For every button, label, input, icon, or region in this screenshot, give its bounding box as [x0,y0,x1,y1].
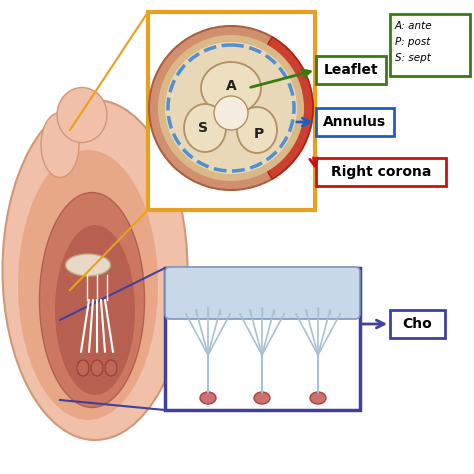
Circle shape [149,26,313,190]
Text: P: P [254,127,264,141]
Ellipse shape [200,392,216,404]
Ellipse shape [55,225,135,395]
Ellipse shape [65,254,110,276]
Text: Cho: Cho [402,317,432,331]
Circle shape [165,42,297,174]
Bar [148,12,315,210]
Ellipse shape [254,392,270,404]
Ellipse shape [184,104,226,152]
Text: Right corona: Right corona [331,165,431,179]
Ellipse shape [105,360,117,376]
Text: A: A [226,79,237,93]
Text: A: ante: A: ante [395,21,433,31]
Bar [316,108,394,136]
Text: Leaflet: Leaflet [324,63,378,77]
Circle shape [214,96,248,130]
Ellipse shape [91,360,103,376]
Text: Annulus: Annulus [323,115,387,129]
Ellipse shape [201,62,261,114]
Text: S: sept: S: sept [395,53,431,63]
Ellipse shape [77,360,89,376]
Bar [390,14,470,76]
Ellipse shape [310,392,326,404]
Ellipse shape [41,112,79,177]
Bar [316,158,446,186]
Ellipse shape [18,150,158,420]
Bar [390,310,445,338]
Ellipse shape [237,107,277,153]
Ellipse shape [57,88,107,143]
Wedge shape [231,37,313,179]
Circle shape [158,35,304,181]
Ellipse shape [2,100,188,440]
Bar [165,268,360,410]
Ellipse shape [39,192,145,408]
Text: S: S [198,121,208,135]
Text: P: post: P: post [395,37,430,47]
Bar [316,56,386,84]
FancyBboxPatch shape [165,267,360,319]
